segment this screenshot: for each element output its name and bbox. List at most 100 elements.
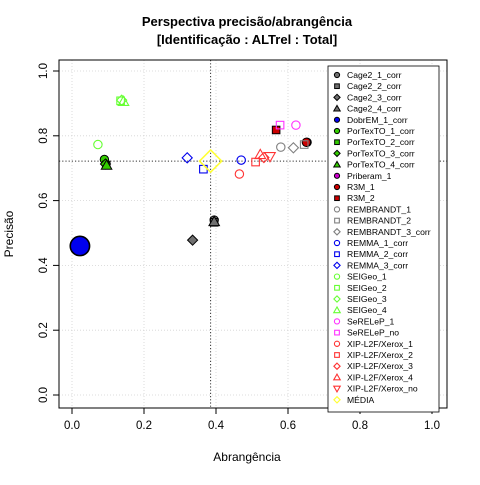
data-point (276, 142, 286, 152)
x-tick-label: 0.2 (136, 420, 152, 432)
x-tick-label: 0.8 (352, 420, 368, 432)
legend-marker (333, 149, 341, 158)
data-points (69, 94, 312, 257)
axes: 0.0 0.0 0.2 0.2 0.4 0.4 0.6 0.6 0.8 0.8 1.0 1.0 (38, 63, 440, 432)
legend-marker (333, 93, 341, 102)
y-tick-label: 0.6 (38, 193, 50, 209)
legend-label: DobrEM_1_corr (347, 115, 408, 125)
legend-label: Cage2_1_corr (347, 70, 402, 80)
legend-marker (333, 116, 341, 123)
x-tick-label: 1.0 (424, 420, 440, 432)
legend-marker (333, 340, 341, 347)
legend-label: XIP-L2F/Xerox_no (347, 384, 418, 394)
legend-marker (333, 227, 341, 236)
y-axis-label: Precisão (2, 210, 16, 257)
x-axis-label: Abrangência (213, 450, 281, 464)
legend-label: REMBRANDT_2 (347, 216, 411, 226)
legend-label: R3M_1 (347, 182, 375, 192)
legend-marker (334, 284, 340, 291)
legend-label: MÉDIA (347, 395, 374, 405)
data-point (198, 148, 223, 174)
legend-label: SEIGeo_3 (347, 294, 387, 304)
y-tick-label: 0.0 (38, 387, 50, 403)
legend-label: SeRELeP_no (347, 328, 399, 338)
legend-box (327, 65, 440, 413)
data-point (236, 155, 246, 165)
data-point (181, 152, 194, 164)
legend-label: REMBRANDT_3_corr (347, 227, 431, 237)
legend-marker (332, 104, 342, 112)
y-tick-label: 0.2 (38, 322, 50, 338)
chart-title-line-1: Perspectiva precisão/abrangência (142, 14, 353, 29)
y-tick-label: 0.8 (38, 128, 50, 144)
legend-label: Cage2_2_corr (347, 81, 402, 91)
data-point (234, 169, 245, 179)
legend-label: PorTexTO_2_corr (347, 137, 415, 147)
legend-label: XIP-L2F/Xerox_4 (347, 372, 413, 382)
data-point (254, 148, 267, 160)
legend-label: XIP-L2F/Xerox_1 (347, 339, 413, 349)
plot-frame (58, 59, 448, 409)
legend-marker (333, 172, 341, 179)
data-point (69, 235, 91, 257)
legend-label: XIP-L2F/Xerox_2 (347, 350, 413, 360)
legend-label: Cage2_3_corr (347, 92, 402, 102)
legend-marker (334, 352, 340, 358)
legend-marker (333, 71, 341, 79)
legend-marker (333, 127, 341, 135)
legend-marker (332, 160, 342, 168)
legend-label: Cage2_4_corr (347, 104, 402, 114)
data-point (301, 137, 312, 147)
legend-marker (332, 385, 342, 393)
data-point (186, 234, 199, 246)
legend-label: SEIGeo_4 (347, 305, 387, 315)
legend-label: PorTexTO_4_corr (347, 160, 415, 170)
data-point (275, 120, 285, 130)
legend-label: Priberam_1 (347, 171, 392, 181)
data-point (117, 95, 130, 106)
data-point (287, 141, 300, 154)
legend-label: PorTexTO_1_corr (347, 126, 415, 136)
legend-marker (333, 206, 341, 213)
legend-marker (334, 83, 340, 90)
data-point (208, 215, 221, 227)
legend-label: PorTexTO_3_corr (347, 148, 415, 158)
legend-marker (333, 261, 341, 270)
legend-marker (333, 295, 341, 303)
legend-marker (333, 273, 341, 280)
legend-marker (332, 305, 342, 314)
legend-label: REMMA_1_corr (347, 238, 408, 248)
data-point (299, 140, 309, 149)
data-point (263, 152, 277, 163)
legend-marker (332, 373, 342, 381)
y-tick-label: 1.0 (38, 63, 50, 79)
x-tick-label: 0.0 (64, 420, 80, 432)
legend-label: REMMA_2_corr (347, 249, 408, 259)
legend-label: SEIGeo_2 (347, 283, 387, 293)
x-tick-label: 0.4 (208, 420, 225, 432)
legend-marker (334, 217, 340, 224)
legend-label: SEIGeo_1 (347, 272, 387, 282)
data-point (291, 120, 301, 130)
y-tick-label: 0.4 (38, 257, 50, 274)
legend-label: REMBRANDT_1 (347, 204, 411, 214)
legend-marker (333, 318, 341, 325)
legend-marker (333, 362, 341, 371)
legend-marker (333, 395, 341, 404)
x-tick-label: 0.6 (280, 420, 296, 432)
legend-marker (334, 139, 340, 146)
chart-title-line-2: [Identificação : ALTrel : Total] (157, 32, 337, 47)
legend-label: REMMA_3_corr (347, 260, 408, 270)
legend-label: R3M_2 (347, 193, 375, 203)
legend-label: SeRELeP_1 (347, 316, 395, 326)
data-point (100, 159, 113, 170)
legend-marker (333, 239, 341, 247)
data-point (93, 139, 103, 150)
legend-label: XIP-L2F/Xerox_3 (347, 361, 413, 371)
data-point (258, 151, 270, 164)
legend-marker (333, 183, 341, 191)
legend-marker (334, 251, 340, 258)
